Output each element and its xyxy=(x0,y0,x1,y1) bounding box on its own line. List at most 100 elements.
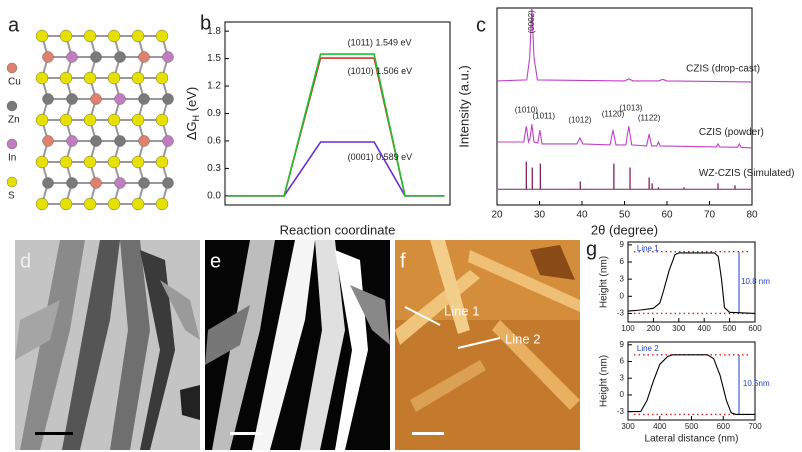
panel-label: b xyxy=(200,12,211,34)
annotation: (1010) xyxy=(515,106,538,115)
afm-image xyxy=(395,240,580,450)
annotation: CZIS (powder) xyxy=(699,127,764,138)
x-tick-label: 70 xyxy=(704,210,716,221)
data-line xyxy=(227,141,445,197)
data-line xyxy=(628,354,755,415)
x-axis-label: Reaction coordinate xyxy=(280,222,396,237)
atom xyxy=(59,71,73,85)
x-tick-label: 300 xyxy=(621,422,635,431)
atom xyxy=(138,177,150,189)
panel-label: f xyxy=(400,250,406,272)
x-tick-label: 600 xyxy=(717,422,731,431)
atom xyxy=(42,93,54,105)
x-tick-label: 400 xyxy=(698,324,712,333)
x-tick-label: 300 xyxy=(672,324,686,333)
atom xyxy=(131,113,145,127)
atom xyxy=(107,71,121,85)
y-axis-label: ΔGH (eV) xyxy=(184,87,201,140)
atom xyxy=(138,93,150,105)
plot-frame xyxy=(224,21,451,206)
atom xyxy=(66,177,78,189)
atom xyxy=(162,51,174,63)
y-tick-label: 9 xyxy=(620,340,625,349)
atom xyxy=(114,177,126,189)
atom xyxy=(131,155,145,169)
annotation: (1012) xyxy=(568,115,591,124)
y-tick-label: 1.2 xyxy=(207,81,221,92)
line-label: Line 1 xyxy=(444,303,479,318)
atom xyxy=(107,29,121,43)
panel-label: e xyxy=(210,250,221,272)
x-tick-label: 500 xyxy=(723,324,737,333)
atom xyxy=(162,93,174,105)
panel-label: g xyxy=(586,238,597,260)
atom xyxy=(83,155,97,169)
y-tick-label: -3 xyxy=(617,407,625,416)
y-axis-label-part: (eV) xyxy=(184,87,199,115)
y-tick-label: 6 xyxy=(620,257,625,266)
atom xyxy=(42,51,54,63)
x-tick-label: 500 xyxy=(685,422,699,431)
legend-atom xyxy=(6,62,18,74)
profile-line xyxy=(457,337,501,349)
atom xyxy=(35,197,49,211)
line-label: Line 2 xyxy=(505,331,540,346)
atom xyxy=(162,135,174,147)
atom xyxy=(155,113,169,127)
atom xyxy=(90,135,102,147)
x-tick-label: 80 xyxy=(746,210,758,221)
panel-label: a xyxy=(8,14,20,36)
y-axis-label-part: H xyxy=(191,115,201,122)
data-line xyxy=(627,252,756,314)
legend-atom xyxy=(6,138,18,150)
atom xyxy=(83,71,97,85)
y-tick-label: 0.9 xyxy=(207,108,221,119)
annotation: 10.8 nm xyxy=(741,277,770,286)
x-axis-label: 2θ (degree) xyxy=(591,222,658,237)
atom xyxy=(42,135,54,147)
atom xyxy=(83,29,97,43)
atom xyxy=(59,197,73,211)
atom xyxy=(114,93,126,105)
y-axis-label: Height (nm) xyxy=(599,355,610,407)
atom xyxy=(131,197,145,211)
y-tick-label: -3 xyxy=(617,309,625,318)
annotation: (0001) 0.589 eV xyxy=(348,152,413,162)
atom xyxy=(90,51,102,63)
y-tick-label: 1.8 xyxy=(207,26,221,37)
y-tick-label: 0 xyxy=(620,291,625,300)
atom xyxy=(83,113,97,127)
atom xyxy=(107,155,121,169)
x-tick-label: 600 xyxy=(748,324,762,333)
data-line xyxy=(497,124,753,149)
legend-label: Zn xyxy=(8,115,20,126)
atom xyxy=(155,155,169,169)
annotation: (1011) 1.549 eV xyxy=(348,37,412,47)
atom xyxy=(35,155,49,169)
atom xyxy=(66,93,78,105)
legend-atom xyxy=(6,100,18,112)
legend-label: Cu xyxy=(8,77,21,88)
atom xyxy=(83,197,97,211)
annotation: (0002) xyxy=(527,10,536,33)
atom xyxy=(114,51,126,63)
annotation: CZIS (drop-cast) xyxy=(686,64,760,75)
x-tick-label: 40 xyxy=(576,210,588,221)
x-tick-label: 700 xyxy=(748,422,762,431)
atom xyxy=(66,51,78,63)
atom xyxy=(131,71,145,85)
tem-image xyxy=(15,240,200,450)
atom xyxy=(59,29,73,43)
atom xyxy=(107,197,121,211)
annotation: (1122) xyxy=(638,113,661,122)
atom xyxy=(131,29,145,43)
atom xyxy=(66,135,78,147)
y-tick-label: 0.0 xyxy=(207,190,221,201)
y-axis-label-part: ΔG xyxy=(184,121,199,140)
annotation: 10.5nm xyxy=(743,379,770,388)
atom xyxy=(107,113,121,127)
annotation: (1010) 1.506 eV xyxy=(348,66,413,76)
stem-image xyxy=(205,240,390,450)
atom xyxy=(59,113,73,127)
